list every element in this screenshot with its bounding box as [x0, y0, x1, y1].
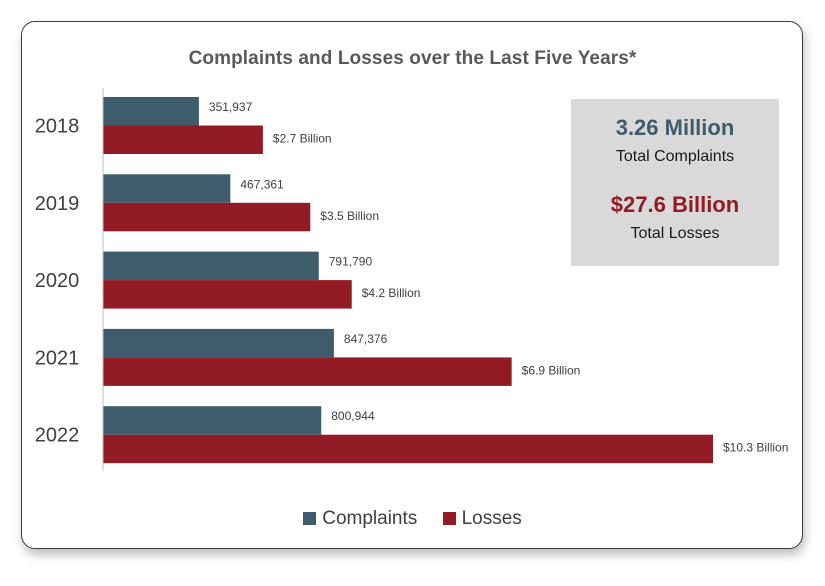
bar-complaints [103, 328, 334, 358]
category-label: 2018 [35, 116, 80, 138]
data-label-losses: $2.7 Billion [273, 132, 332, 146]
data-label-losses: $4.2 Billion [362, 286, 421, 300]
legend-item-losses: Losses [442, 508, 522, 530]
data-label-complaints: 467,361 [240, 177, 284, 191]
data-label-complaints: 351,937 [209, 100, 253, 114]
bar-losses [103, 357, 512, 386]
total-complaints-value: 3.26 Million [615, 115, 735, 140]
legend-item-complaints: Complaints [303, 508, 417, 530]
bar-complaints [103, 174, 231, 203]
category-label: 2019 [35, 193, 80, 215]
legend-label-complaints: Complaints [322, 508, 418, 529]
bar-losses [103, 125, 263, 154]
bar-losses [103, 434, 713, 464]
total-losses-caption: Total Losses [630, 225, 720, 242]
bar-losses [103, 280, 352, 309]
bar-complaints [103, 406, 322, 435]
bar-complaints [103, 97, 199, 126]
data-label-losses: $6.9 Billion [522, 363, 581, 377]
chart-legend: Complaints Losses [0, 508, 825, 530]
data-label-losses: $3.5 Billion [320, 209, 379, 223]
bar-losses [103, 202, 311, 232]
total-losses-value: $27.6 Billion [610, 192, 740, 217]
data-label-complaints: 791,790 [329, 255, 373, 269]
chart-title: Complaints and Losses over the Last Five… [188, 48, 637, 69]
legend-label-losses: Losses [461, 508, 522, 529]
data-label-losses: $10.3 Billion [723, 441, 788, 455]
summary-box: 3.26 Million Total Complaints $27.6 Bill… [571, 99, 779, 266]
bar-complaints [103, 251, 319, 281]
category-label: 2021 [35, 347, 80, 369]
total-complaints-caption: Total Complaints [615, 148, 735, 165]
legend-swatch-complaints [303, 512, 317, 525]
data-label-complaints: 800,944 [331, 409, 375, 423]
category-label: 2020 [35, 270, 80, 292]
data-label-complaints: 847,376 [344, 332, 388, 346]
legend-swatch-losses [442, 512, 456, 525]
category-label: 2022 [35, 425, 80, 447]
